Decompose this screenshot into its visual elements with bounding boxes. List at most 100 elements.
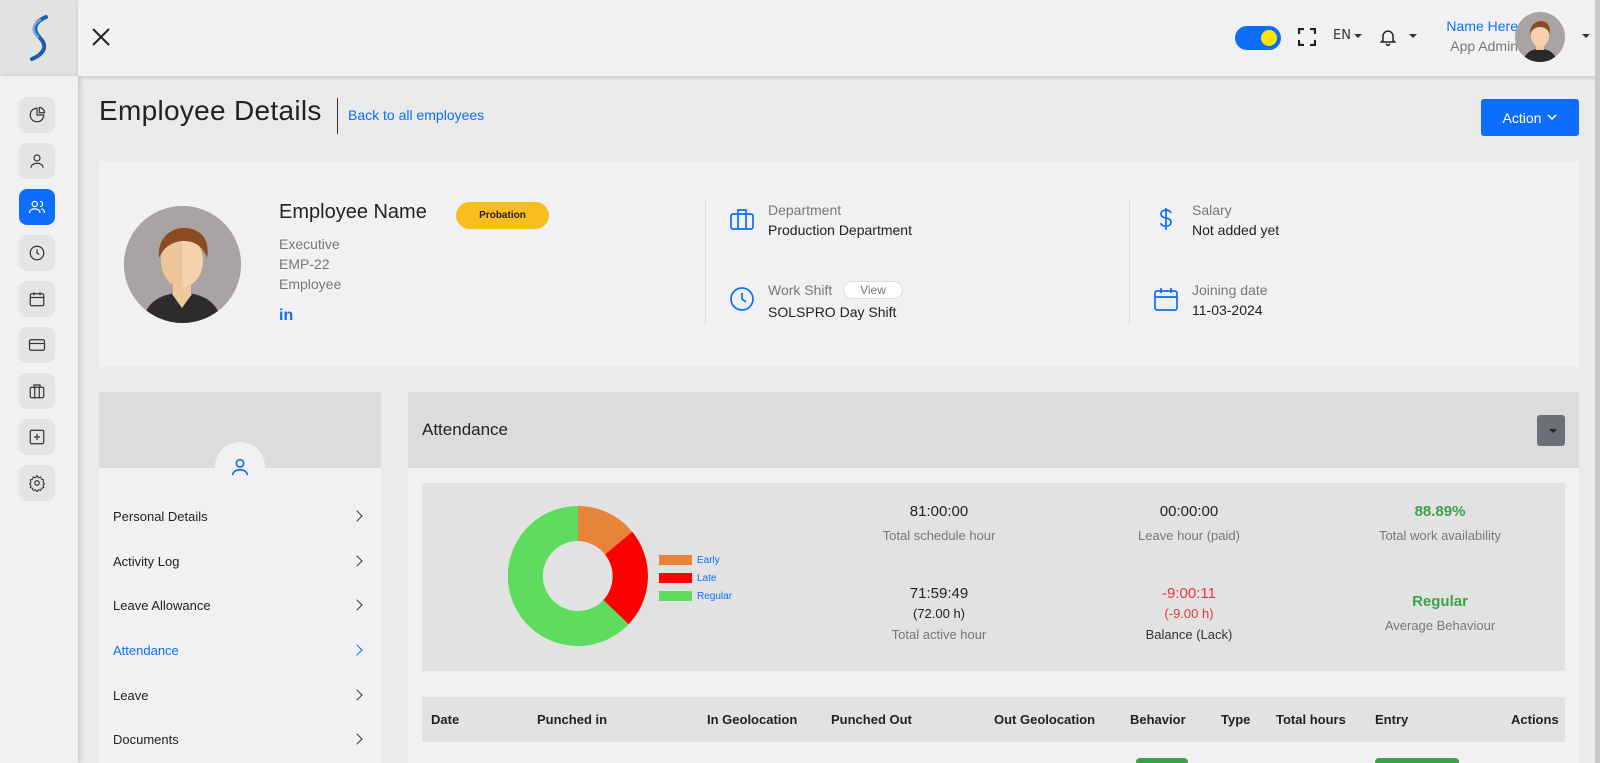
stat-value: Regular: [1412, 593, 1468, 610]
sidebar-item-jobs[interactable]: [19, 373, 55, 409]
chevron-down-icon: [1547, 114, 1557, 121]
stat-work-availability: 88.89% Total work availability: [1340, 503, 1540, 543]
stat-average-behaviour: Regular Average Behaviour: [1340, 593, 1540, 633]
briefcase-icon: [29, 384, 45, 399]
action-button[interactable]: Action: [1481, 99, 1579, 136]
attendance-table-header: Date Punched in In Geolocation Punched O…: [422, 697, 1565, 742]
bell-icon[interactable]: [1378, 27, 1398, 47]
divider: [1129, 199, 1130, 325]
department-label: Department: [768, 202, 842, 218]
stat-label: Total active hour: [891, 627, 987, 642]
employee-role: Employee: [279, 276, 342, 292]
users-icon: [28, 200, 46, 214]
menu-item-leave[interactable]: Leave: [113, 683, 367, 707]
menu-avatar: [215, 442, 265, 492]
user-icon: [30, 154, 44, 168]
column-header[interactable]: Out Geolocation: [994, 712, 1096, 727]
menu-item-activity-log[interactable]: Activity Log: [113, 549, 367, 573]
avatar-image: [1515, 12, 1565, 62]
chevron-right-icon: [351, 555, 363, 567]
sidebar: [0, 76, 78, 763]
notification-caret-icon[interactable]: [1409, 34, 1417, 38]
column-header[interactable]: Date: [431, 712, 460, 727]
legend-label: Late: [697, 572, 717, 584]
logo-icon: [30, 15, 48, 61]
work-shift-view-button[interactable]: View: [843, 281, 903, 299]
employee-menu: Personal Details Activity Log Leave Allo…: [99, 392, 381, 763]
dollar-icon: [1159, 208, 1172, 230]
column-header[interactable]: Punched Out: [831, 712, 912, 727]
chevron-right-icon: [351, 510, 363, 522]
menu-item-personal-details[interactable]: Personal Details: [113, 504, 367, 528]
salary-value: Not added yet: [1192, 222, 1280, 238]
caret-down-icon: [1353, 33, 1362, 38]
legend-swatch: [659, 573, 692, 583]
column-header[interactable]: Behavior: [1130, 712, 1186, 727]
stat-total-active-hour: 71:59:49 (72.00 h) Total active hour: [839, 585, 1039, 642]
stat-value: 81:00:00: [909, 503, 969, 520]
menu-item-attendance[interactable]: Attendance: [113, 638, 367, 662]
sidebar-item-add[interactable]: [19, 419, 55, 455]
language-selector[interactable]: EN: [1333, 28, 1362, 43]
page-title: Employee Details: [99, 95, 322, 126]
column-header[interactable]: In Geolocation: [707, 712, 798, 727]
menu-item-leave-allowance[interactable]: Leave Allowance: [113, 593, 367, 617]
menu-item-label: Leave: [113, 687, 149, 703]
close-icon[interactable]: [90, 26, 112, 48]
legend-swatch: [659, 555, 692, 565]
theme-toggle[interactable]: [1235, 26, 1281, 50]
legend-item-late[interactable]: Late: [659, 569, 732, 587]
legend-label: Early: [697, 554, 720, 566]
column-header[interactable]: Type: [1221, 712, 1251, 727]
page-scrollbar[interactable]: [1595, 0, 1600, 763]
stat-label: Total work availability: [1378, 528, 1502, 543]
attendance-options-button[interactable]: [1537, 415, 1565, 446]
column-header[interactable]: Entry: [1375, 712, 1409, 727]
attendance-header: Attendance: [408, 392, 1579, 468]
stat-balance: -9:00:11 (-9.00 h) Balance (Lack): [1089, 585, 1289, 642]
legend-item-early[interactable]: Early: [659, 551, 732, 569]
toggle-knob: [1261, 30, 1277, 46]
column-header[interactable]: Total hours: [1276, 712, 1346, 727]
app-logo[interactable]: [0, 0, 78, 76]
pie-chart-icon: [29, 106, 46, 123]
fullscreen-icon[interactable]: [1298, 28, 1316, 46]
stat-label: Average Behaviour: [1384, 618, 1496, 633]
chevron-right-icon: [351, 644, 363, 656]
attendance-card: Attendance Early Late Regular 81:00:00 T…: [408, 392, 1579, 763]
stat-value: 88.89%: [1414, 503, 1466, 520]
stat-value: 71:59:49: [909, 585, 969, 602]
sidebar-item-settings[interactable]: [19, 465, 55, 501]
clock-icon: [29, 245, 45, 261]
user-menu-caret-icon[interactable]: [1582, 34, 1590, 38]
sidebar-item-employees[interactable]: [19, 189, 55, 225]
sidebar-item-calendar[interactable]: [19, 281, 55, 317]
employee-name: Employee Name: [279, 201, 427, 223]
employee-designation: Executive: [279, 236, 340, 252]
employee-photo: [124, 206, 241, 323]
legend-item-regular[interactable]: Regular: [659, 587, 732, 605]
sidebar-item-attendance[interactable]: [19, 235, 55, 271]
avatar[interactable]: [1515, 12, 1565, 62]
column-header[interactable]: Actions: [1511, 712, 1559, 727]
legend-swatch: [659, 591, 692, 601]
divider: [705, 199, 706, 325]
back-to-employees-link[interactable]: Back to all employees: [348, 107, 485, 123]
stat-value: -9:00:11: [1162, 585, 1216, 602]
stat-value: 00:00:00: [1159, 503, 1219, 520]
sidebar-item-payroll[interactable]: [19, 327, 55, 363]
stat-label: Balance (Lack): [1145, 627, 1233, 642]
employee-avatar: [124, 206, 241, 323]
topbar: EN Name Here App Admin: [78, 0, 1600, 76]
stat-label: Total schedule hour: [882, 528, 996, 543]
sidebar-item-profile[interactable]: [19, 143, 55, 179]
menu-item-documents[interactable]: Documents: [113, 727, 367, 751]
menu-item-label: Activity Log: [113, 553, 180, 569]
linkedin-icon[interactable]: in: [279, 307, 294, 324]
column-header[interactable]: Punched in: [537, 712, 608, 727]
sidebar-item-dashboard[interactable]: [19, 97, 55, 133]
user-name[interactable]: Name Here: [1446, 18, 1518, 34]
calendar-icon: [29, 292, 45, 307]
legend-label: Regular: [697, 590, 733, 602]
briefcase-icon: [730, 209, 754, 230]
